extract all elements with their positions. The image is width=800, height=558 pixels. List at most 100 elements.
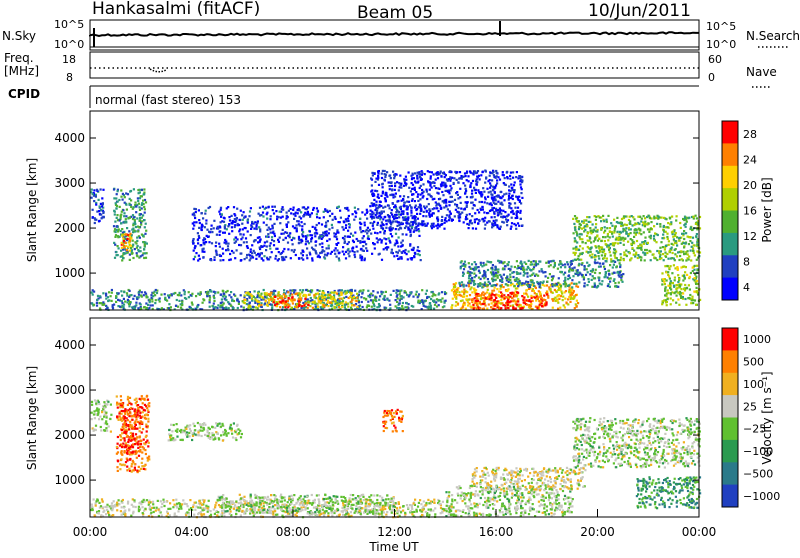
heatmap-cell [443,219,447,222]
heatmap-cell [234,294,237,297]
heatmap-cell [698,215,702,219]
heatmap-cell [258,301,261,304]
heatmap-cell [481,283,484,286]
heatmap-cell [518,303,521,306]
heatmap-cell [466,301,469,304]
heatmap-cell [583,285,586,288]
heatmap-cell [319,234,322,237]
heatmap-cell [352,234,355,237]
heatmap-cell [221,304,224,307]
heatmap-cell [551,277,554,280]
heatmap-cell [695,258,698,261]
heatmap-cell [631,241,634,244]
heatmap-cell [498,227,501,230]
heatmap-cell [663,283,666,286]
heatmap-cell [462,268,466,271]
heatmap-cell [586,225,589,228]
heatmap-cell [435,224,438,227]
heatmap-cell [470,271,473,275]
heatmap-cell [685,218,688,221]
heatmap-cell [218,233,221,236]
heatmap-cell [154,299,157,302]
heatmap-cell [119,305,122,308]
heatmap-cell [341,236,345,240]
heatmap-cell [241,236,244,239]
heatmap-cell [287,306,290,309]
heatmap-cell [526,265,529,268]
heatmap-cell [473,272,476,275]
heatmap-cell [689,226,692,229]
heatmap-cell [273,298,276,302]
heatmap-cell [479,261,482,264]
heatmap-cell [505,279,508,282]
heatmap-cell [207,206,210,210]
heatmap-cell [523,301,526,304]
heatmap-cell [675,219,678,222]
heatmap-cell [379,224,382,227]
heatmap-cell [477,222,480,225]
heatmap-cell [516,283,519,286]
heatmap-cell [481,208,484,211]
heatmap-cell [372,227,375,230]
heatmap-cell [344,308,347,311]
heatmap-cell [486,221,489,224]
heatmap-cell [669,303,672,306]
heatmap-cell [693,268,696,271]
heatmap-cell [470,192,474,195]
heatmap-cell [354,303,358,306]
heatmap-cell [379,231,382,234]
heatmap-cell [367,304,371,307]
heatmap-cell [410,209,413,212]
heatmap-cell [513,202,517,205]
heatmap-cell [121,228,124,231]
heatmap-cell [310,234,314,237]
heatmap-cell [410,211,413,214]
heatmap-cell [128,203,131,206]
heatmap-cell [663,236,666,239]
heatmap-cell [407,303,410,306]
heatmap-cell [529,304,532,308]
heatmap-cell [416,207,419,211]
heatmap-cell [189,306,192,309]
heatmap-cell [450,218,453,221]
heatmap-cell [200,228,203,232]
heatmap-cell [115,251,118,254]
heatmap-cell [389,177,392,180]
heatmap-cell [575,245,578,248]
heatmap-cell [430,181,433,184]
heatmap-cell [138,191,141,194]
heatmap-cell [138,213,141,217]
heatmap-cell [441,172,444,175]
heatmap-cell [136,239,139,242]
heatmap-cell [95,201,98,205]
heatmap-cell [393,188,396,191]
heatmap-cell [208,301,211,304]
heatmap-cell [696,269,699,272]
heatmap-cell [399,174,402,177]
heatmap-cell [521,179,524,182]
heatmap-cell [483,281,487,284]
heatmap-cell [683,218,686,222]
heatmap-cell [145,306,148,309]
heatmap-cell [571,259,575,262]
heatmap-cell [572,217,575,220]
heatmap-cell [373,220,376,223]
heatmap-cell [624,215,627,218]
heatmap-cell [101,209,104,212]
heatmap-cell [619,236,622,239]
heatmap-cell [469,170,472,173]
heatmap-cell [493,212,496,215]
heatmap-cell [306,210,309,213]
heatmap-cell [342,246,345,249]
heatmap-cell [602,257,605,260]
heatmap-cell [562,273,565,276]
heatmap-cell [329,297,332,300]
heatmap-cell [236,238,239,241]
heatmap-cell [323,250,326,253]
heatmap-cell [145,252,148,255]
heatmap-cell [435,173,438,176]
heatmap-cell [258,239,262,242]
heatmap-cell [482,274,486,277]
heatmap-cell [467,298,470,301]
heatmap-cell [514,295,517,298]
